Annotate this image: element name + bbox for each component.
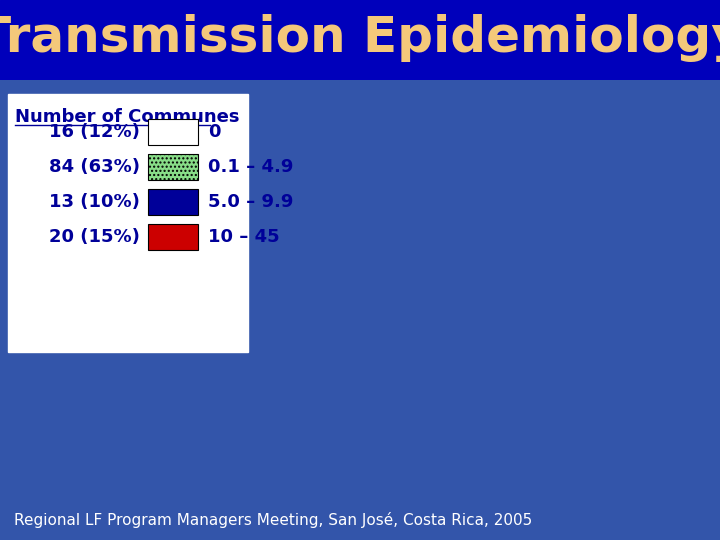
Bar bbox=[148, 119, 198, 145]
Text: 0.1 – 4.9: 0.1 – 4.9 bbox=[208, 158, 293, 176]
Text: 5.0 – 9.9: 5.0 – 9.9 bbox=[208, 193, 293, 211]
Text: 13 (10%): 13 (10%) bbox=[49, 193, 140, 211]
Bar bbox=[148, 224, 198, 249]
Bar bbox=[8, 94, 248, 352]
Text: 20 (15%): 20 (15%) bbox=[49, 228, 140, 246]
Text: Number of Communes: Number of Communes bbox=[15, 108, 240, 126]
Text: Regional LF Program Managers Meeting, San José, Costa Rica, 2005: Regional LF Program Managers Meeting, Sa… bbox=[14, 512, 533, 528]
Text: 16 (12%): 16 (12%) bbox=[49, 123, 140, 141]
Bar bbox=[148, 189, 198, 215]
Text: 0: 0 bbox=[208, 123, 220, 141]
Text: 84 (63%): 84 (63%) bbox=[49, 158, 140, 176]
Text: 10 – 45: 10 – 45 bbox=[208, 228, 279, 246]
Text: Transmission Epidemiology: Transmission Epidemiology bbox=[0, 15, 720, 62]
Bar bbox=[148, 154, 198, 180]
